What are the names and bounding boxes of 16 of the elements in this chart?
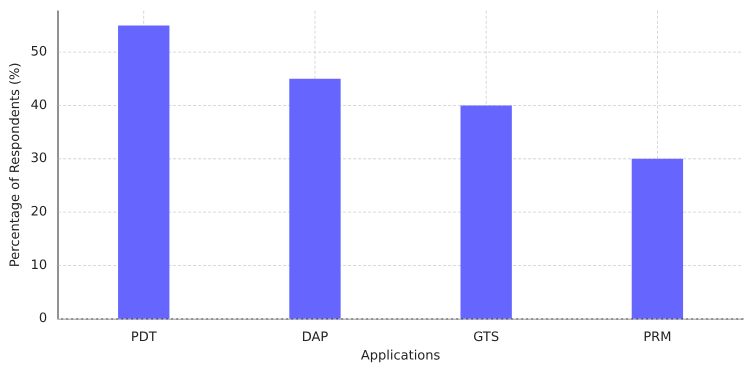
- x-tick-label: PRM: [643, 330, 672, 345]
- x-axis-title: Applications: [360, 348, 440, 364]
- bar: [118, 25, 170, 319]
- y-tick-label: 30: [30, 151, 48, 166]
- y-tick-label: 40: [30, 98, 48, 113]
- y-axis-title: Percentage of Respondents (%): [8, 62, 24, 268]
- y-tick-label: 50: [30, 44, 48, 60]
- x-tick-label: DAP: [302, 330, 328, 345]
- x-tick-label: GTS: [473, 330, 500, 345]
- x-tick-label: PDT: [130, 330, 157, 345]
- y-tick-label: 10: [30, 258, 48, 273]
- bar: [632, 158, 684, 319]
- bar: [289, 78, 341, 319]
- y-tick-label: 0: [38, 311, 48, 326]
- y-tick-label: 20: [30, 204, 48, 220]
- bar: [460, 105, 512, 319]
